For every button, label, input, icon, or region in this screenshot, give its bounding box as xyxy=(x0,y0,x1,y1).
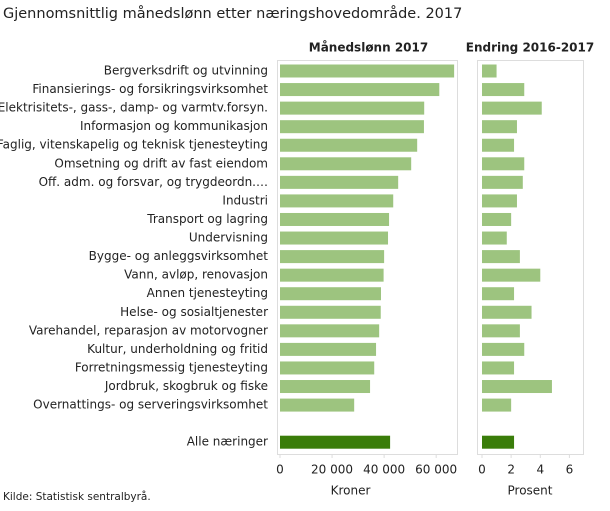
bar xyxy=(482,231,507,245)
bar xyxy=(482,212,512,226)
x-tick-label: 6 xyxy=(566,463,574,477)
bar xyxy=(280,435,391,449)
x-tick-label: 0 xyxy=(276,463,284,477)
bar xyxy=(280,212,390,226)
category-label: Elektrisitets-, gass-, damp- og varmtv.f… xyxy=(0,101,268,115)
bar xyxy=(482,305,532,319)
bar xyxy=(280,101,425,115)
category-label: Alle næringer xyxy=(187,435,268,449)
bar xyxy=(482,361,515,375)
category-label: Annen tjenesteyting xyxy=(147,286,268,300)
bar xyxy=(482,194,517,208)
x-tick-label: 2 xyxy=(507,463,515,477)
bar xyxy=(280,305,381,319)
panel-title: Månedslønn 2017 xyxy=(309,41,428,55)
bar xyxy=(280,194,394,208)
category-label: Finansierings- og forsikringsvirksomhet xyxy=(32,82,268,96)
bar xyxy=(482,398,512,412)
bar xyxy=(482,64,497,78)
bar xyxy=(280,398,355,412)
x-tick-label: 20 000 xyxy=(311,463,353,477)
bar xyxy=(482,342,525,356)
category-label: Off. adm. og forsvar, og trygdeordn.… xyxy=(39,175,268,189)
category-label: Bygge- og anleggsvirksomhet xyxy=(89,249,269,263)
bar xyxy=(280,342,377,356)
bar xyxy=(482,120,517,134)
bar xyxy=(280,250,385,264)
category-label: Informasjon og kommunikasjon xyxy=(80,119,268,133)
category-label: Overnattings- og serveringsvirksomhet xyxy=(33,398,268,412)
category-label: Bergverksdrift og utvinning xyxy=(104,64,268,78)
bar xyxy=(280,361,375,375)
bar xyxy=(280,138,418,152)
category-label: Helse- og sosialtjenester xyxy=(120,305,268,319)
bar xyxy=(280,64,455,78)
bar xyxy=(280,287,381,301)
bar xyxy=(280,175,399,189)
category-label: Undervisning xyxy=(189,231,268,245)
bar xyxy=(482,157,525,171)
panel-frame xyxy=(477,60,584,455)
bar xyxy=(280,231,389,245)
x-tick-label: 60 000 xyxy=(415,463,457,477)
x-tick-label: 4 xyxy=(536,463,544,477)
category-label: Faglig, vitenskapelig og teknisk tjenest… xyxy=(0,138,268,152)
category-label: Vann, avløp, renovasjon xyxy=(124,268,268,282)
bar xyxy=(482,175,523,189)
bar xyxy=(482,380,552,394)
bar xyxy=(280,157,412,171)
bar xyxy=(482,324,520,338)
x-tick-label: 0 xyxy=(478,463,486,477)
source: Kilde: Statistisk sentralbyrå. xyxy=(3,490,151,503)
category-label: Jordbruk, skogbruk og fiske xyxy=(104,379,268,393)
chart-title: Gjennomsnittlig månedslønn etter nærings… xyxy=(3,5,462,22)
x-axis-label: Prosent xyxy=(508,484,553,498)
bar xyxy=(482,101,542,115)
category-label: Forretningsmessig tjenesteyting xyxy=(75,360,268,374)
panel-title: Endring 2016-2017 xyxy=(466,41,594,55)
category-label: Industri xyxy=(222,193,268,207)
x-axis-label: Kroner xyxy=(331,484,371,498)
category-label: Varehandel, reparasjon av motorvogner xyxy=(29,323,268,337)
bar xyxy=(482,83,525,97)
bar xyxy=(482,250,520,264)
category-label: Kultur, underholdning og fritid xyxy=(87,342,268,356)
bar xyxy=(280,324,380,338)
category-label: Omsetning og drift av fast eiendom xyxy=(54,156,268,170)
category-label: Transport og lagring xyxy=(146,212,268,226)
panel-frame xyxy=(277,60,458,455)
bar xyxy=(482,138,515,152)
bar xyxy=(482,268,541,282)
bar xyxy=(280,83,440,97)
bar xyxy=(482,287,515,301)
bar xyxy=(280,380,371,394)
bar xyxy=(280,120,424,134)
bar xyxy=(482,435,515,449)
x-tick-label: 40 000 xyxy=(363,463,405,477)
bar xyxy=(280,268,384,282)
